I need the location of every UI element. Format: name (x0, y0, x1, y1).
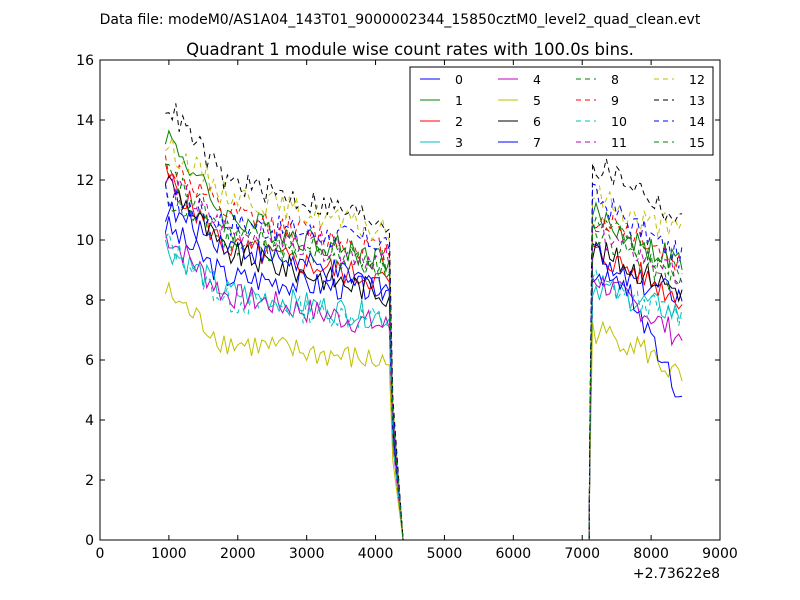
x-tick-label: 2000 (220, 546, 256, 562)
legend-label-5: 5 (533, 93, 541, 108)
legend-label-4: 4 (533, 72, 541, 87)
legend-label-7: 7 (533, 135, 541, 150)
legend-label-3: 3 (455, 135, 463, 150)
series-line-11 (165, 177, 683, 541)
series-line-5 (164, 280, 683, 541)
legend-label-6: 6 (533, 114, 541, 129)
x-tick-label: 1000 (151, 546, 187, 562)
x-tick-label: 3000 (289, 546, 325, 562)
x-offset-label: +2.73622e8 (633, 566, 720, 582)
series-line-12 (165, 136, 683, 541)
x-tick-label: 7000 (564, 546, 600, 562)
series-line-0 (164, 216, 683, 541)
legend-label-12: 12 (689, 72, 705, 87)
legend-label-0: 0 (455, 72, 463, 87)
legend-label-2: 2 (455, 114, 463, 129)
series-line-8 (164, 184, 683, 541)
legend-label-11: 11 (611, 135, 627, 150)
suptitle: Data file: modeM0/AS1A04_143T01_90000023… (100, 12, 701, 28)
y-tick-label: 16 (76, 53, 94, 69)
x-tick-label: 5000 (427, 546, 463, 562)
legend-label-9: 9 (611, 93, 619, 108)
series-line-4 (164, 232, 683, 541)
legend-label-8: 8 (611, 72, 619, 87)
chart-title: Quadrant 1 module wise count rates with … (186, 40, 634, 59)
series-line-14 (164, 183, 683, 541)
series-line-1 (164, 129, 683, 541)
x-tick-label: 4000 (358, 546, 394, 562)
plot-lines (164, 103, 683, 541)
legend-label-13: 13 (689, 93, 705, 108)
y-tick-label: 4 (85, 413, 94, 429)
y-tick-label: 14 (76, 113, 94, 129)
series-line-13 (165, 103, 683, 541)
y-tick-label: 0 (85, 533, 94, 549)
series-line-7 (164, 201, 683, 541)
y-tick-label: 6 (85, 353, 94, 369)
y-tick-label: 10 (76, 233, 94, 249)
y-tick-label: 12 (76, 173, 94, 189)
series-line-3 (164, 239, 683, 541)
legend-label-14: 14 (689, 114, 705, 129)
x-tick-label: 8000 (633, 546, 669, 562)
series-line-15 (165, 163, 683, 541)
series-line-6 (164, 174, 683, 541)
series-line-10 (164, 231, 683, 541)
x-tick-label: 6000 (496, 546, 532, 562)
y-tick-label: 2 (85, 473, 94, 489)
x-tick-label: 9000 (702, 546, 738, 562)
axis-ticks: 0 1000 2000 3000 4000 5000 6000 7000 8000 9000 0 2 4… (76, 53, 738, 562)
legend-box (409, 66, 714, 156)
y-tick-label: 8 (85, 293, 94, 309)
legend-label-15: 15 (689, 135, 705, 150)
legend-label-10: 10 (611, 114, 627, 129)
x-tick-label: 0 (96, 546, 105, 562)
legend-label-1: 1 (455, 93, 463, 108)
series-line-9 (164, 155, 683, 541)
